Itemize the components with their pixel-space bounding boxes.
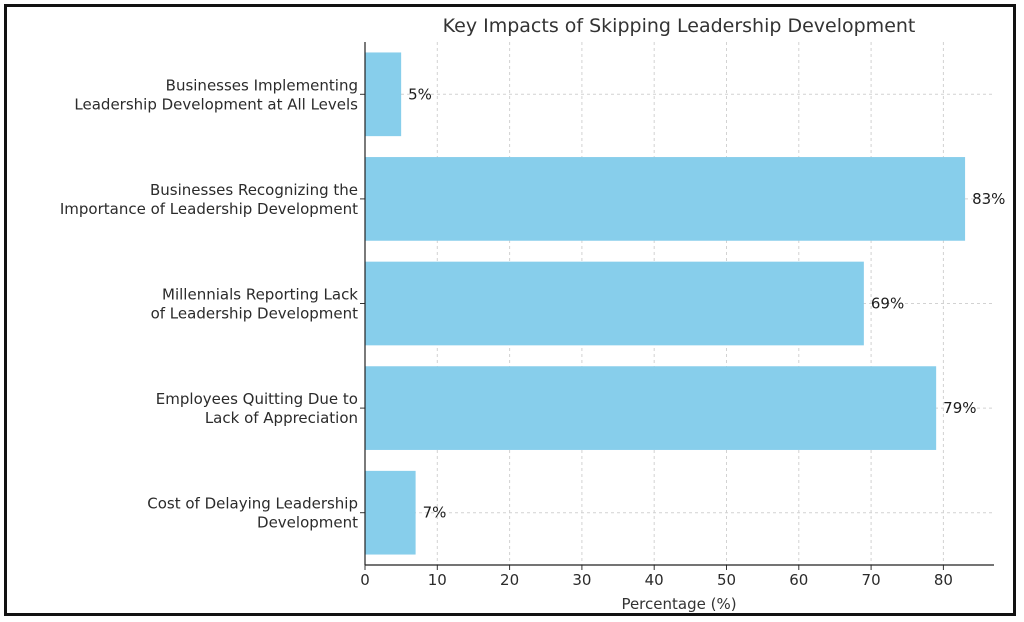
x-tick-labels: 0 10 20 30 40 50 60 70 80	[360, 571, 953, 589]
bars	[365, 52, 966, 555]
category-label-line: of Leadership Development	[151, 305, 359, 323]
x-tick-label: 10	[428, 571, 447, 589]
x-tick-label: 0	[360, 571, 370, 589]
category-label: Cost of Delaying Leadership Development	[147, 495, 358, 532]
category-label: Employees Quitting Due to Lack of Appreci…	[156, 390, 358, 427]
x-tick-label: 50	[717, 571, 736, 589]
category-label: Businesses Implementing Leadership Develo…	[74, 76, 358, 113]
x-tick-label: 40	[645, 571, 664, 589]
category-label: Businesses Recognizing the Importance of …	[60, 181, 358, 218]
value-labels: 5% 83% 69% 79% 7%	[408, 85, 1005, 521]
category-label-line: Millennials Reporting Lack	[162, 286, 358, 304]
x-tick-label: 80	[934, 571, 953, 589]
bar	[365, 261, 864, 346]
category-label-line: Importance of Leadership Development	[60, 200, 358, 218]
value-label: 83%	[972, 190, 1005, 208]
bar	[365, 366, 937, 450]
value-label: 7%	[423, 504, 447, 522]
x-tick-label: 70	[862, 571, 881, 589]
axes	[360, 42, 994, 570]
bar	[365, 157, 966, 241]
category-label: Millennials Reporting Lack of Leadership …	[151, 286, 359, 323]
x-tick-label: 20	[500, 571, 519, 589]
chart-frame	[4, 4, 1016, 616]
category-label-line: Cost of Delaying Leadership	[147, 495, 358, 513]
x-tick-label: 30	[572, 571, 591, 589]
category-label-line: Businesses Implementing	[166, 76, 358, 94]
chart-title: Key Impacts of Skipping Leadership Devel…	[443, 15, 916, 37]
category-label-line: Employees Quitting Due to	[156, 390, 358, 408]
x-tick-label: 60	[789, 571, 808, 589]
category-label-line: Development	[257, 514, 358, 532]
bar	[365, 470, 416, 555]
value-label: 5%	[408, 85, 432, 103]
category-label-line: Businesses Recognizing the	[150, 181, 358, 199]
category-label-line: Lack of Appreciation	[205, 409, 358, 427]
value-label: 79%	[943, 399, 976, 417]
value-label: 69%	[871, 295, 904, 313]
category-label-line: Leadership Development at All Levels	[74, 95, 358, 113]
category-labels: Businesses Implementing Leadership Develo…	[60, 76, 358, 531]
x-axis-title: Percentage (%)	[621, 595, 736, 613]
bar	[365, 52, 402, 137]
